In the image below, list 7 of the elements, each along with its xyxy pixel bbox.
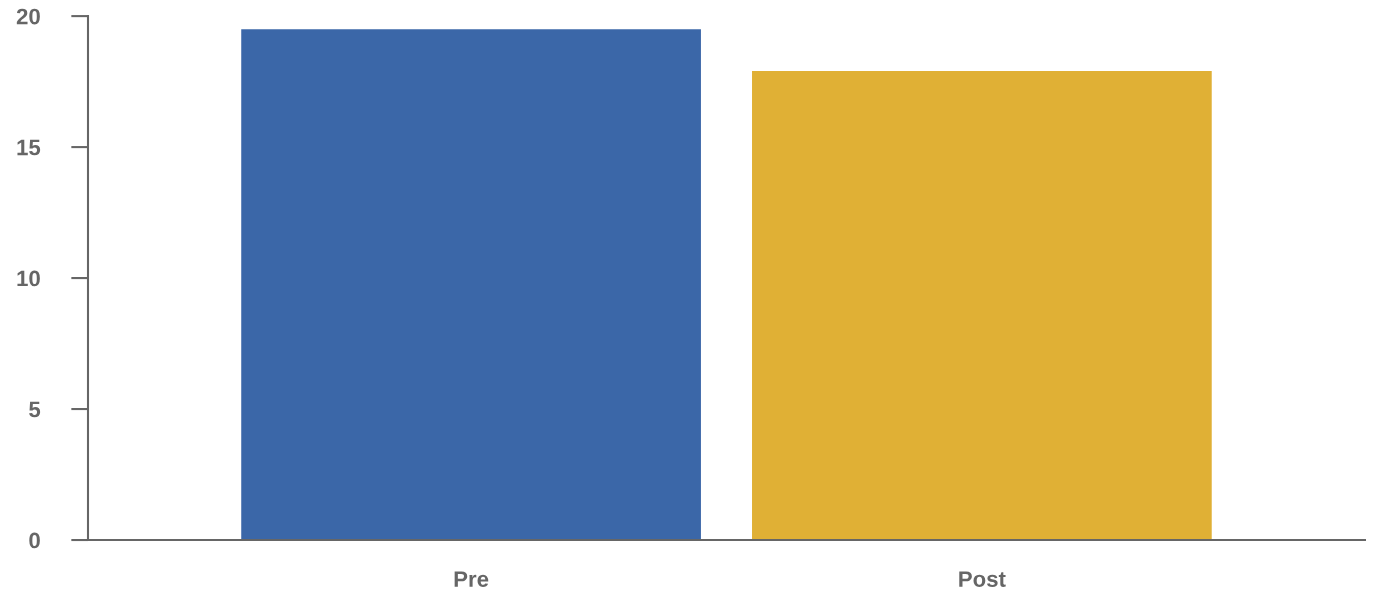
y-tick-label: 15	[17, 139, 41, 156]
y-tick-label: 0	[29, 532, 40, 549]
y-tick-label: 10	[17, 270, 40, 287]
x-tick-label: Post	[959, 571, 1006, 587]
x-tick-label: Pre	[454, 571, 489, 587]
y-tick-label: 20	[16, 8, 40, 25]
y-tick-label: 5	[29, 401, 41, 418]
